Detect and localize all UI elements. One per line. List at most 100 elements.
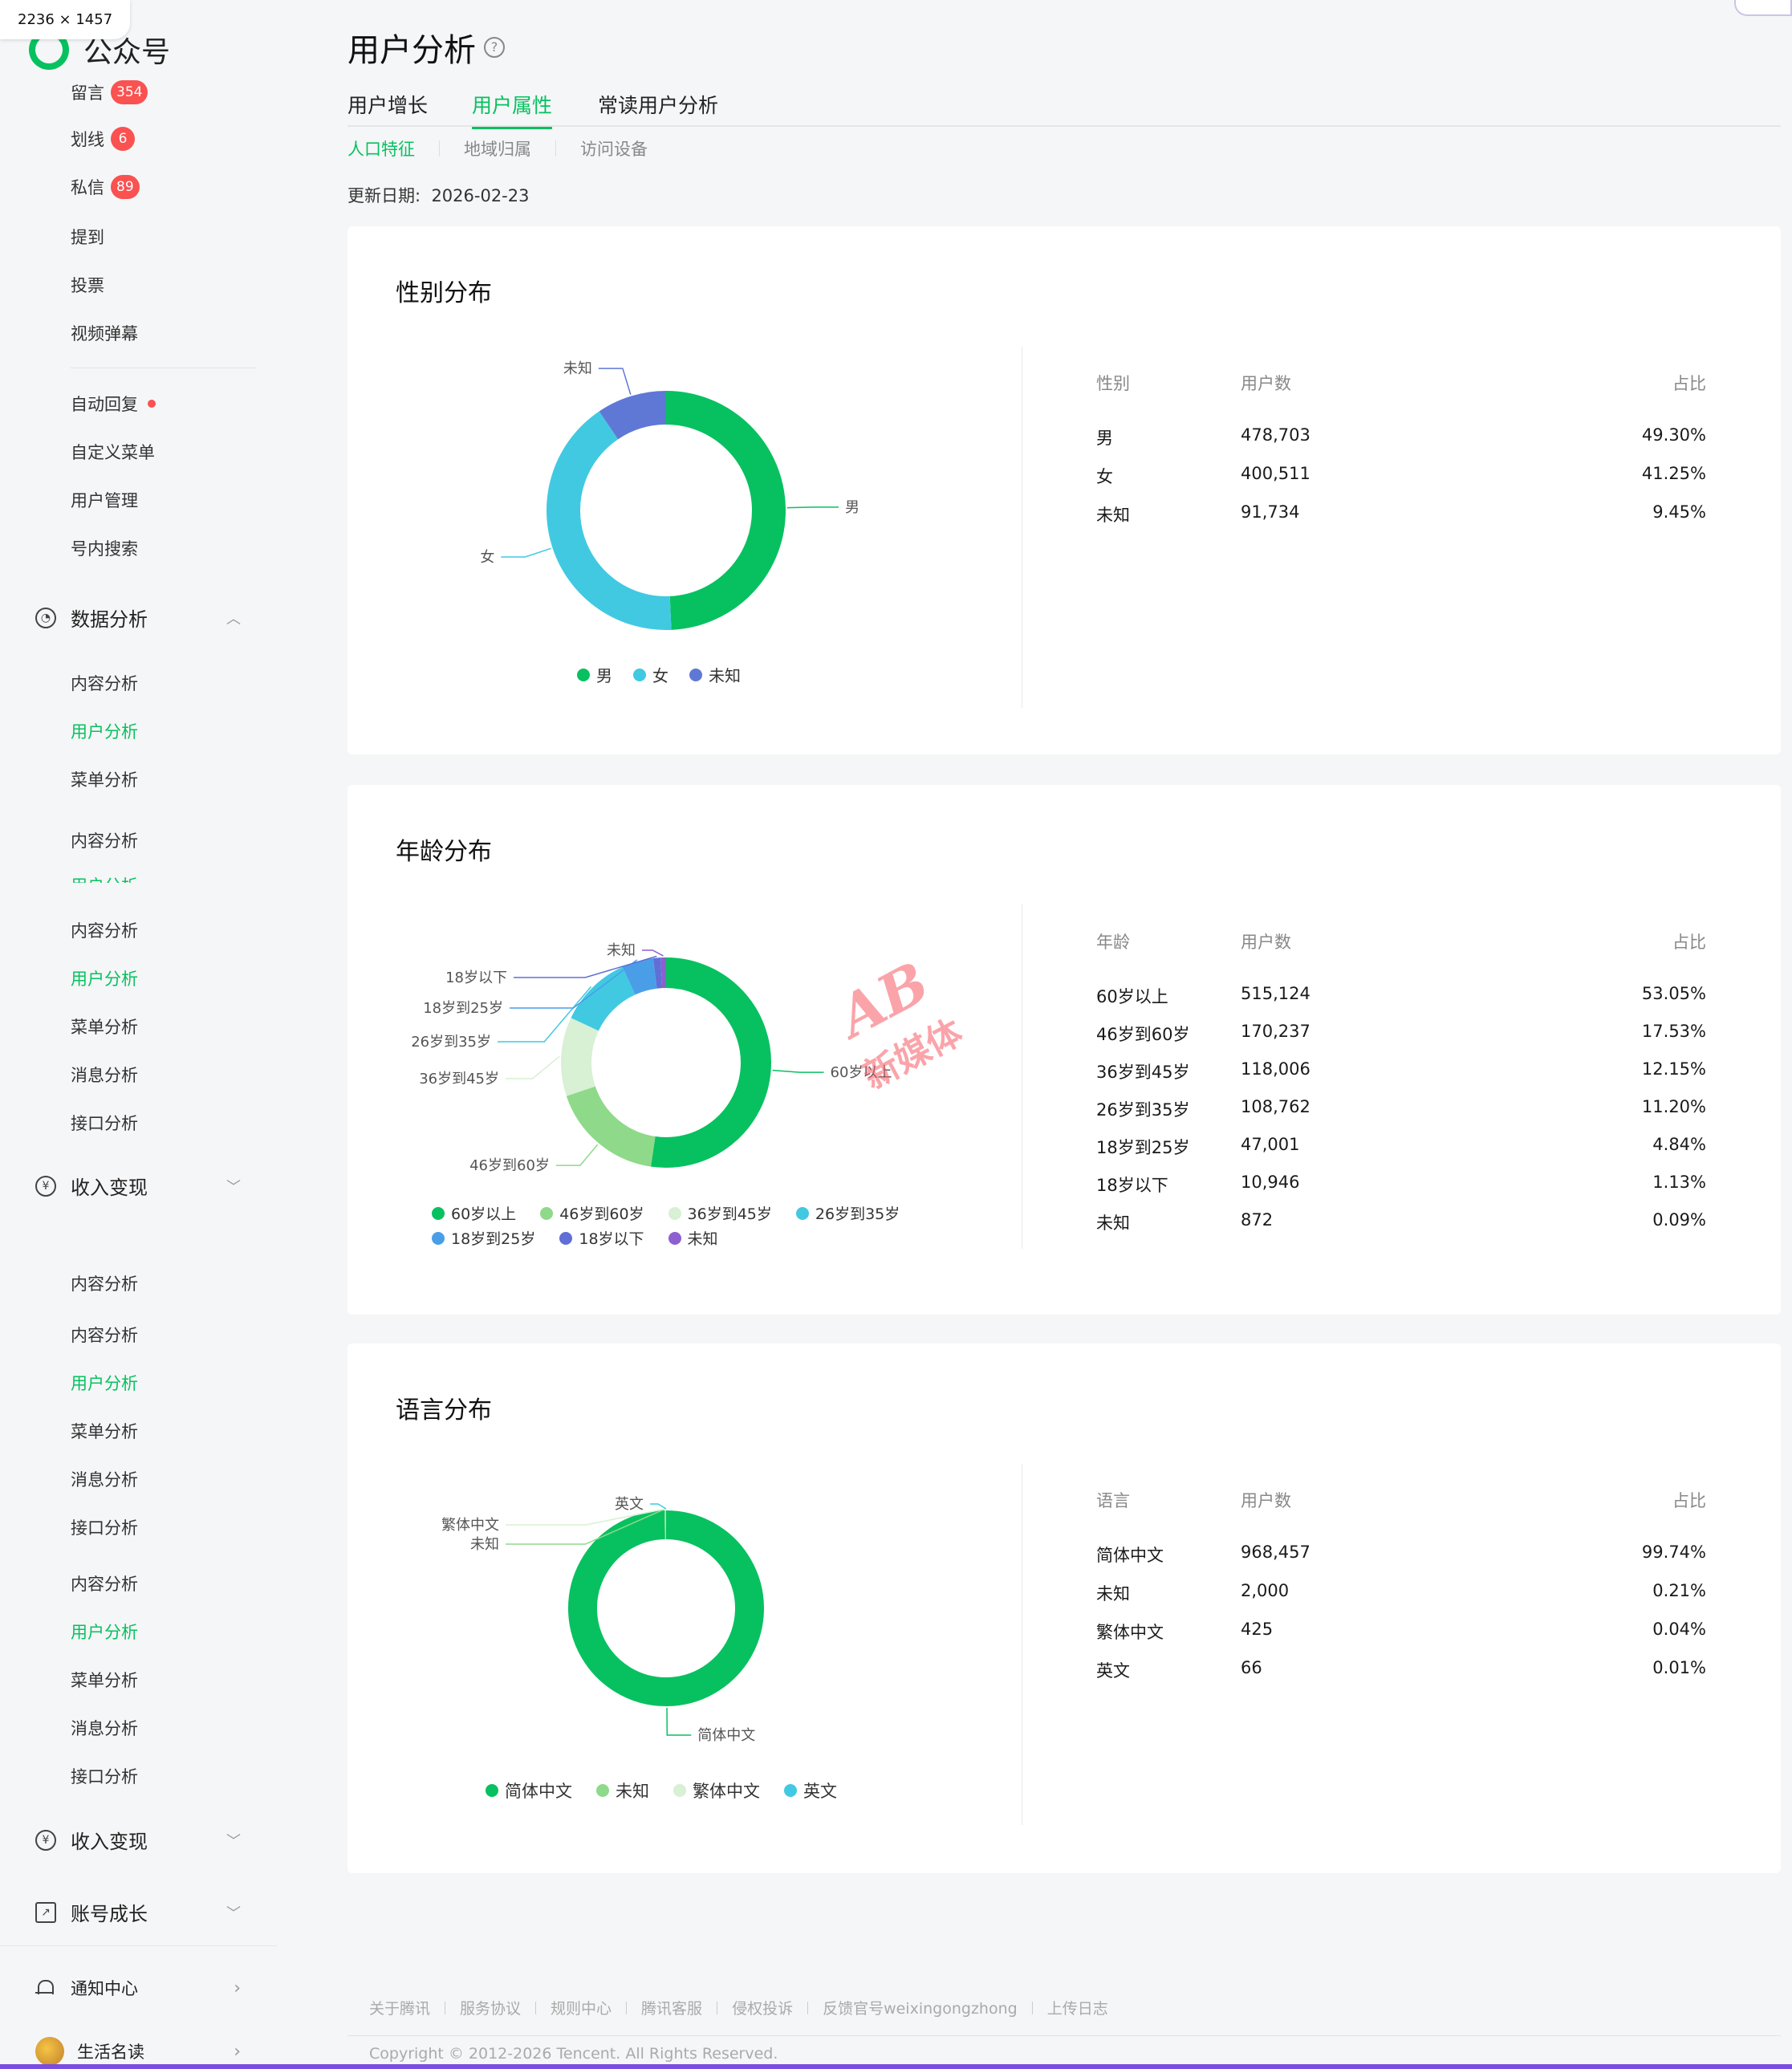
donut-slice[interactable] xyxy=(665,391,786,630)
sidebar-item-content-analysis[interactable]: 内容分析 xyxy=(71,1575,138,1594)
sidebar-item-content-analysis[interactable]: 内容分析 xyxy=(71,1326,138,1345)
legend-dot xyxy=(559,1231,573,1245)
table-row: 18岁以下 10,946 1.13% xyxy=(1096,1173,1706,1195)
legend-item[interactable]: 18岁到25岁 xyxy=(432,1227,535,1249)
legend-item[interactable]: 26岁到35岁 xyxy=(795,1202,900,1224)
language-title: 语言分布 xyxy=(396,1396,492,1425)
sidebar-item-content-analysis[interactable]: 内容分析 xyxy=(71,831,138,851)
gender-donut-chart: 男女 未知 xyxy=(480,360,859,630)
window-controls[interactable] xyxy=(1734,0,1792,16)
help-icon[interactable]: ? xyxy=(484,37,505,58)
sidebar-item-message-analysis[interactable]: 消息分析 xyxy=(71,1066,138,1085)
sidebar-item-video-danmaku[interactable]: 视频弹幕 xyxy=(71,324,138,343)
sidebar: 公众号 留言 354 划线 6 私信 89 提到 投票 视频弹幕 自动回复 自定… xyxy=(0,0,277,2069)
sidebar-item-custom-menu[interactable]: 自定义菜单 xyxy=(71,443,155,462)
age-card: 年龄分布 60岁以上 46岁到60岁 36岁到45岁 26岁到35岁 18岁到25岁 18… xyxy=(347,785,1781,1315)
footer-link[interactable]: 侵权投诉 xyxy=(732,2000,794,2018)
chevron-down-icon: ﹀ xyxy=(226,1178,241,1196)
legend-dot xyxy=(540,1206,554,1220)
sidebar-item-content-analysis[interactable]: 内容分析 xyxy=(71,674,138,693)
sidebar-item-comments[interactable]: 留言 354 xyxy=(71,80,148,104)
footer-link[interactable]: 反馈官号weixingongzhong xyxy=(823,2000,1018,2018)
sidebar-item-user-analysis[interactable]: 用户分析 xyxy=(71,873,138,883)
tab-user-attributes[interactable]: 用户属性 xyxy=(472,90,553,129)
legend-item[interactable]: 未知 xyxy=(668,1227,718,1249)
legend-item[interactable]: 男 xyxy=(577,663,612,686)
sidebar-item-mentions[interactable]: 提到 xyxy=(71,228,104,247)
language-card: 语言分布 简体中文 未知 繁体中文 英文 简体中文 未知 繁体中文 英文 语言 用户数 占比… xyxy=(347,1343,1781,1873)
sidebar-item-messages[interactable]: 私信 89 xyxy=(71,175,140,199)
slice-label: 英文 xyxy=(615,1496,644,1513)
donut-slice[interactable] xyxy=(568,1510,764,1706)
legend-item[interactable]: 60岁以上 xyxy=(432,1202,516,1224)
app-logo[interactable]: 公众号 xyxy=(29,29,170,71)
donut-slice[interactable] xyxy=(599,391,667,440)
tab-user-growth[interactable]: 用户增长 xyxy=(347,94,429,117)
subtab-region[interactable]: 地域归属 xyxy=(464,140,531,159)
footer-link[interactable]: 腾讯客服 xyxy=(641,2000,703,2018)
sidebar-item-menu-analysis[interactable]: 菜单分析 xyxy=(71,1422,138,1441)
sidebar-item-in-account-search[interactable]: 号内搜索 xyxy=(71,539,138,559)
footer-link[interactable]: 上传日志 xyxy=(1046,2000,1108,2018)
age-table: 年龄 用户数 占比 60岁以上 515,124 53.05% 46岁到60岁 1… xyxy=(1096,929,1754,1250)
donut-slice[interactable] xyxy=(566,1086,656,1167)
slice-label: 女 xyxy=(480,549,494,566)
sidebar-notification-center[interactable]: 通知中心 › xyxy=(35,1976,241,2000)
sidebar-item-content-analysis[interactable]: 内容分析 xyxy=(71,1274,138,1294)
label-leader-line xyxy=(510,959,638,1009)
footer-link[interactable]: 规则中心 xyxy=(551,2000,612,2018)
donut-slice[interactable] xyxy=(547,411,672,630)
legend-dot xyxy=(673,1784,686,1797)
sidebar-item-message-analysis[interactable]: 消息分析 xyxy=(71,1470,138,1490)
sidebar-item-menu-analysis[interactable]: 菜单分析 xyxy=(71,1671,138,1690)
slice-label: 繁体中文 xyxy=(441,1517,499,1534)
sidebar-item-votes[interactable]: 投票 xyxy=(71,276,104,295)
footer-link[interactable]: 服务协议 xyxy=(460,2000,522,2018)
sidebar-item-user-analysis[interactable]: 用户分析 xyxy=(71,722,138,742)
label-leader-line xyxy=(498,986,592,1043)
sidebar-item-menu-analysis[interactable]: 菜单分析 xyxy=(71,1018,138,1037)
age-legend: 60岁以上 46岁到60岁 36岁到45岁 26岁到35岁 18岁到25岁 18岁以下 未知 xyxy=(432,1202,945,1249)
donut-slice[interactable] xyxy=(571,966,636,1032)
sidebar-item-auto-reply[interactable]: 自动回复 xyxy=(71,392,156,416)
table-row: 未知 872 0.09% xyxy=(1096,1210,1706,1233)
legend-item[interactable]: 未知 xyxy=(596,1778,649,1803)
sidebar-section-monetization[interactable]: ¥ 收入变现 ﹀ xyxy=(35,1172,241,1200)
sidebar-item-message-analysis[interactable]: 消息分析 xyxy=(71,1719,138,1738)
legend-item[interactable]: 未知 xyxy=(689,663,741,686)
donut-slice[interactable] xyxy=(622,957,658,995)
sidebar-item-api-analysis[interactable]: 接口分析 xyxy=(71,1114,138,1133)
slice-label: 46岁到60岁 xyxy=(469,1157,550,1174)
footer-link[interactable]: 关于腾讯 xyxy=(369,2000,431,2018)
sidebar-section-monetization[interactable]: ¥ 收入变现 ﹀ xyxy=(35,1826,241,1854)
label-leader-line xyxy=(506,1508,666,1526)
tab-frequent-readers[interactable]: 常读用户分析 xyxy=(598,94,719,117)
footer-links: 关于腾讯 服务协议 规则中心 腾讯客服 侵权投诉 反馈官号weixingongzhong 上… xyxy=(369,1997,1108,2018)
legend-item[interactable]: 36岁到45岁 xyxy=(668,1202,772,1224)
donut-slice[interactable] xyxy=(652,957,663,989)
sidebar-item-user-analysis[interactable]: 用户分析 xyxy=(71,969,138,989)
subtab-device[interactable]: 访问设备 xyxy=(580,140,648,159)
sidebar-item-user-analysis[interactable]: 用户分析 xyxy=(71,1623,138,1642)
subtab-separator xyxy=(439,140,440,156)
sidebar-item-api-analysis[interactable]: 接口分析 xyxy=(71,1518,138,1538)
legend-item[interactable]: 简体中文 xyxy=(486,1778,572,1803)
sidebar-item-user-management[interactable]: 用户管理 xyxy=(71,491,138,510)
legend-item[interactable]: 英文 xyxy=(784,1778,837,1803)
subtab-demographics[interactable]: 人口特征 xyxy=(347,140,415,159)
legend-item[interactable]: 繁体中文 xyxy=(673,1778,760,1803)
sidebar-section-account-growth[interactable]: ↗ 账号成长 ﹀ xyxy=(35,1898,241,1926)
sidebar-item-content-analysis[interactable]: 内容分析 xyxy=(71,921,138,941)
legend-item[interactable]: 女 xyxy=(633,663,668,686)
sidebar-item-api-analysis[interactable]: 接口分析 xyxy=(71,1767,138,1786)
legend-item[interactable]: 46岁到60岁 xyxy=(540,1202,644,1224)
sidebar-section-data-analysis[interactable]: ◔ 数据分析 ︿ xyxy=(35,604,241,632)
donut-slice[interactable] xyxy=(561,1018,599,1096)
sidebar-item-menu-analysis[interactable]: 菜单分析 xyxy=(71,770,138,790)
sidebar-item-user-analysis[interactable]: 用户分析 xyxy=(71,1374,138,1393)
legend-item[interactable]: 18岁以下 xyxy=(559,1227,644,1249)
sidebar-divider xyxy=(0,1945,277,1946)
sidebar-account-profile[interactable]: 生活名读 › xyxy=(35,2037,241,2066)
donut-slice[interactable] xyxy=(651,957,771,1168)
sidebar-item-highlights[interactable]: 划线 6 xyxy=(71,127,135,151)
